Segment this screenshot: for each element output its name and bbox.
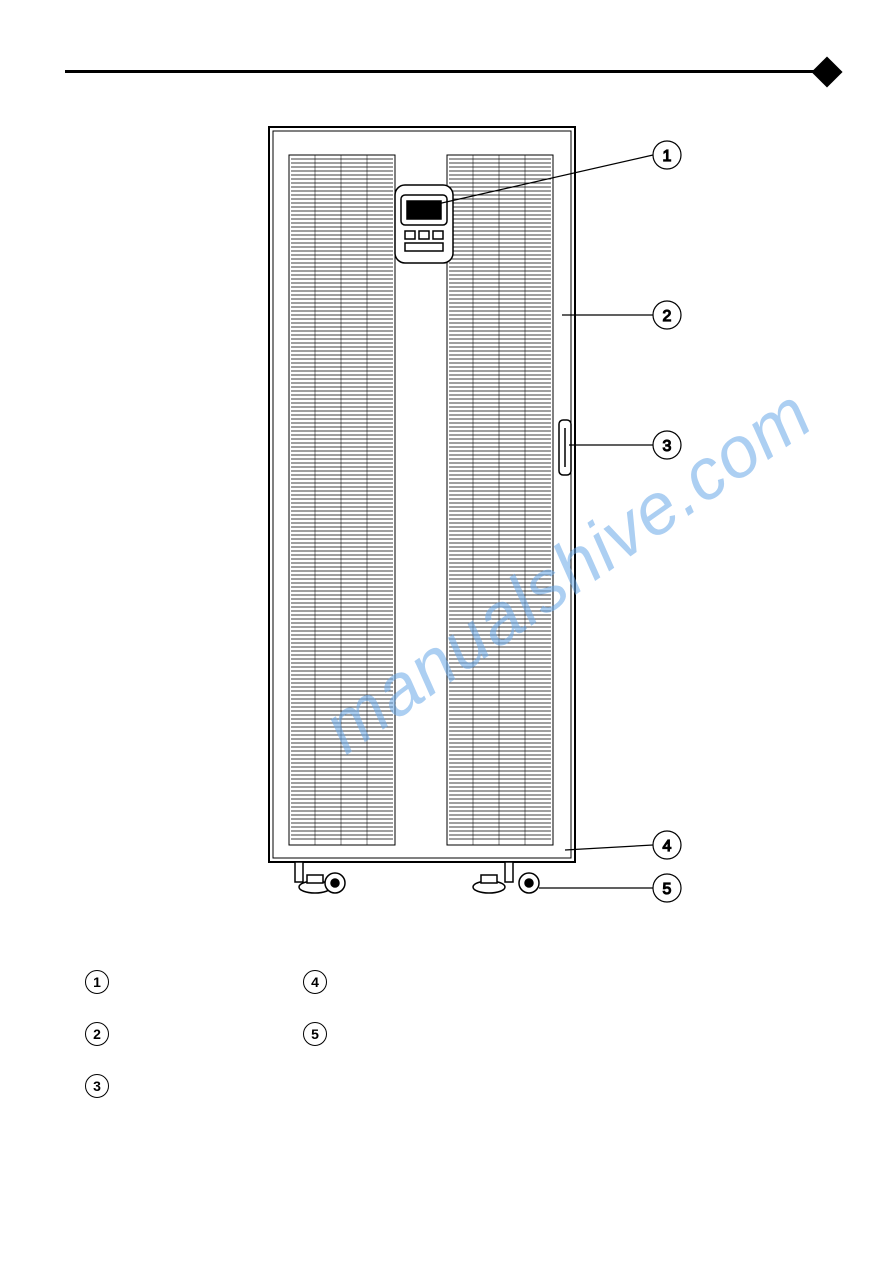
callout-5-number: 5 bbox=[662, 881, 671, 898]
display-panel bbox=[395, 185, 453, 263]
device-drawing: 1 2 3 4 5 bbox=[177, 115, 717, 915]
callout-4-number: 4 bbox=[662, 838, 671, 855]
header-diamond-icon bbox=[811, 56, 842, 87]
legend-number: 1 bbox=[85, 970, 109, 994]
legend-row: 5 bbox=[303, 1022, 341, 1046]
legend-row: 4 bbox=[303, 970, 341, 994]
feet bbox=[295, 862, 539, 893]
legend-row: 1 bbox=[85, 970, 123, 994]
callout-2-number: 2 bbox=[662, 308, 671, 325]
callout-1-number: 1 bbox=[662, 148, 671, 165]
page: 1 2 3 4 5 manualshive.com bbox=[0, 0, 893, 1263]
legend-right-col: 4 5 bbox=[303, 970, 341, 1098]
legend: 1 2 3 4 5 bbox=[65, 970, 828, 1098]
header-rule bbox=[65, 70, 828, 73]
legend-number: 4 bbox=[303, 970, 327, 994]
device-figure: 1 2 3 4 5 bbox=[65, 115, 828, 915]
callout-3-number: 3 bbox=[662, 438, 671, 455]
legend-number: 2 bbox=[85, 1022, 109, 1046]
legend-number: 3 bbox=[85, 1074, 109, 1098]
vent-left bbox=[289, 155, 395, 845]
legend-number: 5 bbox=[303, 1022, 327, 1046]
vent-right bbox=[447, 155, 553, 845]
door-handle bbox=[559, 420, 571, 475]
legend-row: 3 bbox=[85, 1074, 123, 1098]
legend-left-col: 1 2 3 bbox=[85, 970, 123, 1098]
legend-row: 2 bbox=[85, 1022, 123, 1046]
